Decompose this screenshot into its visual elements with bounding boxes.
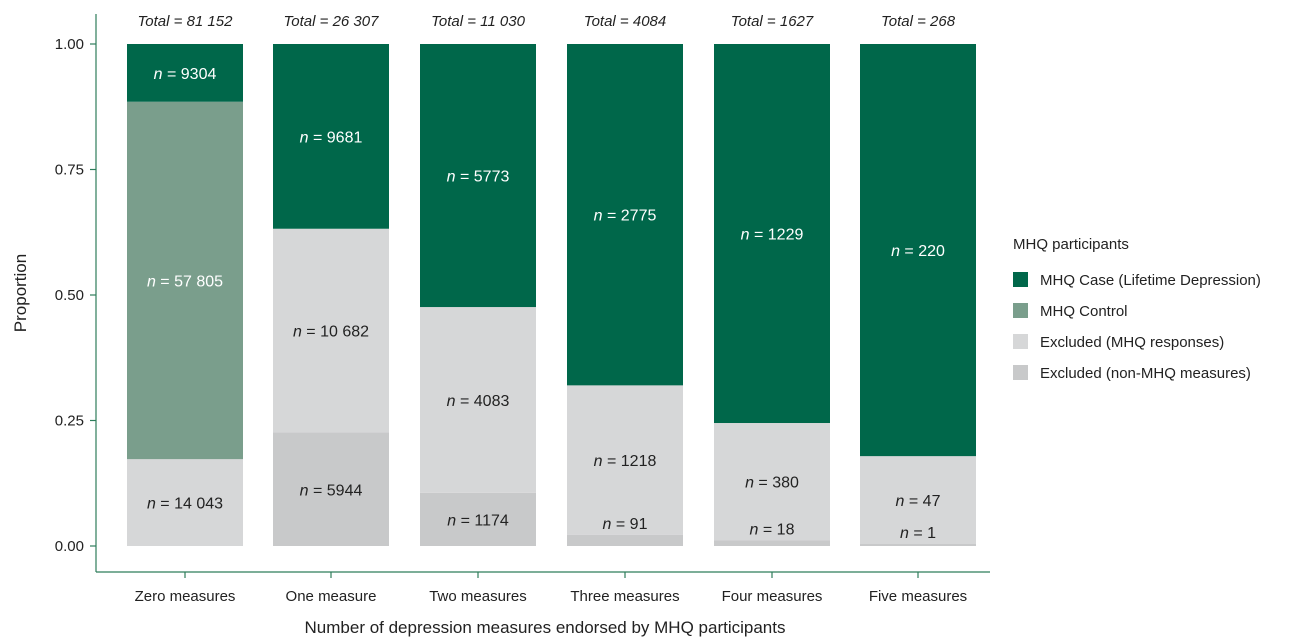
- legend-swatch: [1013, 365, 1028, 380]
- bar-total-label: Total = 268: [881, 13, 956, 30]
- x-tick-label: Four measures: [722, 588, 823, 605]
- x-tick-label: Two measures: [429, 588, 527, 605]
- bar-segment: [127, 459, 243, 546]
- bar-total-label: Total = 4084: [584, 13, 666, 30]
- segment-label: n = 91: [603, 516, 648, 533]
- segment-label: n = 5773: [447, 169, 510, 186]
- bar-total-label: Total = 81 152: [138, 13, 234, 30]
- segment-label: n = 47: [896, 493, 941, 510]
- x-tick-label: Five measures: [869, 588, 967, 605]
- bar-totals: Total = 81 152 Total = 26 307 Total = 11 0…: [138, 13, 956, 30]
- bar-segment: [860, 456, 976, 544]
- x-tick-label: Three measures: [570, 588, 679, 605]
- x-tick-label: Zero measures: [135, 588, 236, 605]
- segment-label: n = 2775: [594, 208, 657, 225]
- bar-segment: [860, 44, 976, 457]
- bar-segment: [127, 101, 243, 460]
- y-axis-title: Proportion: [11, 254, 30, 332]
- segment-label: n = 5944: [300, 482, 363, 499]
- segment-label: n = 9681: [300, 129, 363, 146]
- legend-label: Excluded (MHQ responses): [1040, 334, 1224, 351]
- segment-label: n = 57 805: [147, 273, 223, 290]
- bar-total-label: Total = 1627: [731, 13, 814, 30]
- bar-segment: [714, 423, 830, 541]
- bar-segment: [714, 540, 830, 546]
- segment-label: n = 220: [891, 243, 945, 260]
- bar-segment: [567, 44, 683, 386]
- bar-total-label: Total = 11 030: [431, 13, 525, 30]
- segment-label: n = 1174: [447, 512, 509, 529]
- bars: n = 5944 n = 1174 n = 91 n = 18 n = 1 n = 14 …: [127, 44, 976, 546]
- legend-label: MHQ Control: [1040, 303, 1128, 320]
- legend-label: Excluded (non-MHQ measures): [1040, 365, 1251, 382]
- y-axis: 0.00 0.25 0.50 0.75 1.00: [55, 14, 97, 572]
- x-axis: Zero measures One measure Two measures Thre…: [96, 571, 990, 605]
- segment-label: n = 10 682: [293, 324, 369, 341]
- y-tick-label: 0.00: [55, 538, 84, 555]
- bar-total-label: Total = 26 307: [284, 13, 380, 30]
- bar-segment: [567, 385, 683, 535]
- segment-label: n = 1: [900, 525, 936, 542]
- x-axis-title: Number of depression measures endorsed b…: [305, 618, 786, 637]
- segment-label: n = 380: [745, 475, 799, 492]
- segment-label: n = 1229: [741, 227, 804, 244]
- legend-swatch: [1013, 303, 1028, 318]
- y-tick-label: 0.50: [55, 287, 84, 304]
- segment-label: n = 1218: [594, 453, 657, 470]
- legend-title: MHQ participants: [1013, 236, 1129, 253]
- segment-label: n = 4083: [447, 393, 510, 410]
- y-tick-label: 1.00: [55, 36, 84, 53]
- bar-segment: [860, 543, 976, 546]
- bar-segment: [273, 228, 389, 433]
- y-tick-label: 0.25: [55, 413, 84, 430]
- bar-segment: [420, 492, 536, 546]
- segment-label: n = 9304: [154, 66, 217, 83]
- x-tick-label: One measure: [286, 588, 377, 605]
- bar-segment: [714, 44, 830, 424]
- bar-segment: [567, 534, 683, 546]
- bar-segment: [127, 44, 243, 102]
- bar-segment: [420, 44, 536, 308]
- segment-label: n = 18: [750, 521, 795, 538]
- bar-segment: [420, 307, 536, 493]
- legend-swatch: [1013, 272, 1028, 287]
- segment-label: n = 14 043: [147, 496, 223, 513]
- bar-segment: [273, 44, 389, 229]
- legend-swatch: [1013, 334, 1028, 349]
- y-tick-label: 0.75: [55, 162, 84, 179]
- bar-segment: [273, 432, 389, 546]
- legend-label: MHQ Case (Lifetime Depression): [1040, 272, 1261, 289]
- legend: MHQ participants MHQ Case (Lifetime Depr…: [1013, 236, 1261, 382]
